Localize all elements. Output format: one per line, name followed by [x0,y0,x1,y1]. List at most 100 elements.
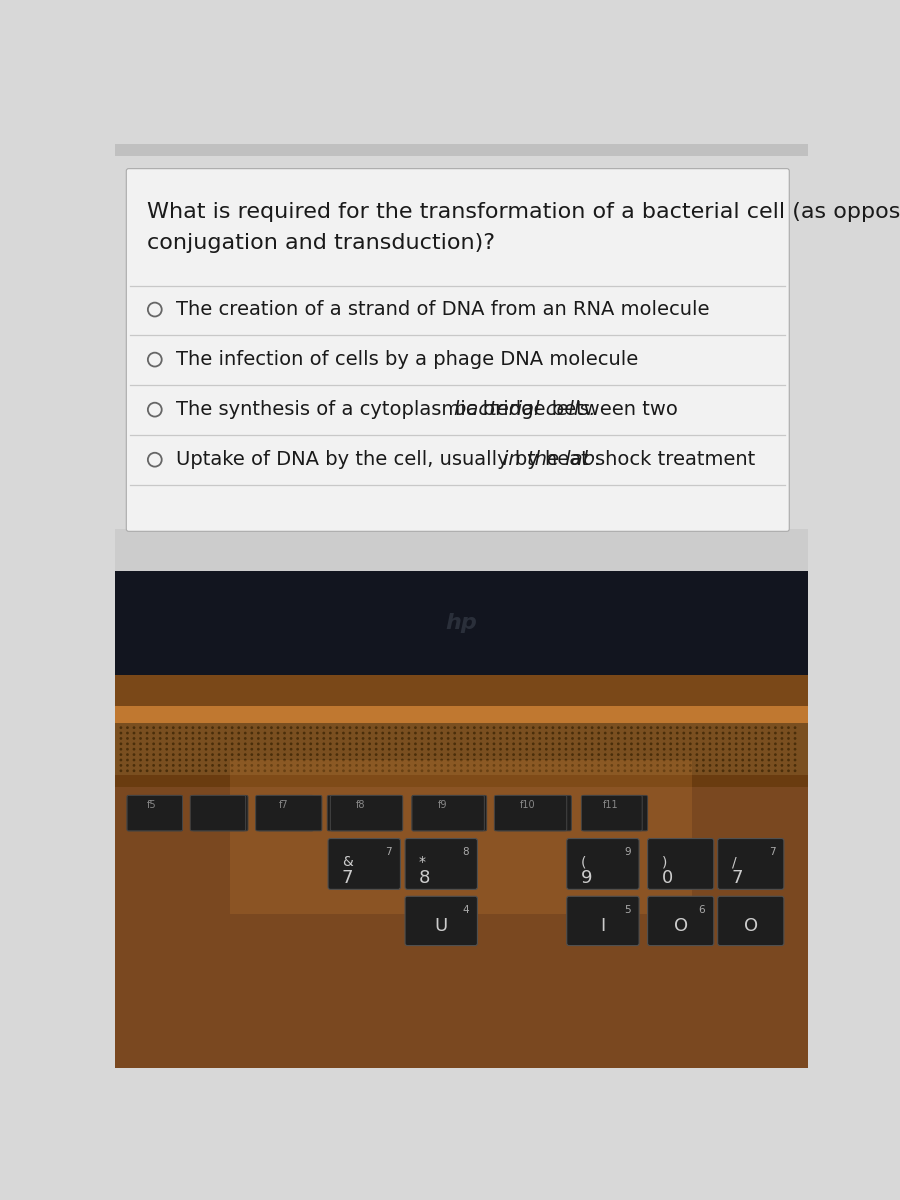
Circle shape [676,737,679,740]
Circle shape [688,764,692,767]
Circle shape [480,769,482,772]
FancyBboxPatch shape [127,796,183,830]
Text: 4: 4 [463,905,469,914]
Circle shape [760,758,764,761]
FancyBboxPatch shape [497,796,572,830]
Circle shape [662,743,665,745]
Circle shape [146,732,148,734]
Circle shape [518,732,521,734]
Text: 8: 8 [463,847,469,857]
Circle shape [616,737,620,740]
Circle shape [224,769,227,772]
Circle shape [460,726,463,730]
Circle shape [290,769,292,772]
Text: f10: f10 [520,800,536,810]
Circle shape [578,769,581,772]
Circle shape [518,769,521,772]
Circle shape [132,743,135,745]
Circle shape [644,726,646,730]
Circle shape [212,748,214,751]
Circle shape [408,743,410,745]
Circle shape [584,748,587,751]
Circle shape [512,732,515,734]
Circle shape [676,743,679,745]
Circle shape [178,748,181,751]
FancyBboxPatch shape [583,796,648,830]
Circle shape [158,726,162,730]
Circle shape [696,726,698,730]
Circle shape [244,764,247,767]
Circle shape [650,726,652,730]
Circle shape [702,764,705,767]
Circle shape [624,769,626,772]
Circle shape [178,758,181,761]
Circle shape [290,732,292,734]
Circle shape [572,732,574,734]
Circle shape [185,764,188,767]
Circle shape [670,764,672,767]
Circle shape [264,758,266,761]
Circle shape [420,754,423,756]
Circle shape [616,748,620,751]
Bar [115,676,808,706]
Circle shape [774,737,777,740]
Circle shape [512,748,515,751]
Circle shape [368,732,371,734]
Circle shape [728,737,731,740]
Circle shape [630,737,633,740]
Circle shape [401,758,404,761]
Circle shape [538,737,541,740]
Circle shape [616,764,620,767]
Circle shape [310,758,312,761]
Circle shape [408,732,410,734]
Circle shape [302,758,306,761]
Circle shape [152,732,155,734]
Circle shape [140,732,142,734]
FancyBboxPatch shape [126,169,789,532]
Circle shape [552,764,554,767]
Bar [115,529,808,571]
Circle shape [500,769,502,772]
Circle shape [636,732,639,734]
Circle shape [132,726,135,730]
Circle shape [374,726,378,730]
Circle shape [270,726,273,730]
Circle shape [238,754,240,756]
Circle shape [662,732,665,734]
Circle shape [466,743,469,745]
Circle shape [270,743,273,745]
Circle shape [552,732,554,734]
Circle shape [696,754,698,756]
Text: (: ( [580,856,586,870]
Circle shape [394,758,397,761]
Circle shape [682,758,685,761]
Circle shape [388,732,391,734]
Circle shape [754,754,757,756]
Circle shape [238,748,240,751]
Circle shape [794,758,796,761]
Circle shape [284,748,286,751]
Circle shape [322,748,325,751]
Circle shape [257,769,260,772]
Circle shape [722,748,725,751]
FancyBboxPatch shape [412,796,487,830]
Circle shape [257,743,260,745]
Circle shape [428,769,430,772]
Circle shape [302,764,306,767]
Circle shape [473,754,476,756]
Text: *: * [418,856,426,870]
Circle shape [532,754,535,756]
Circle shape [682,769,685,772]
Circle shape [486,769,489,772]
Circle shape [126,769,129,772]
FancyBboxPatch shape [193,796,248,830]
Circle shape [140,737,142,740]
Circle shape [342,764,345,767]
Circle shape [290,758,292,761]
Circle shape [212,743,214,745]
Circle shape [630,758,633,761]
Circle shape [486,732,489,734]
Circle shape [630,726,633,730]
Circle shape [742,732,744,734]
Circle shape [518,743,521,745]
